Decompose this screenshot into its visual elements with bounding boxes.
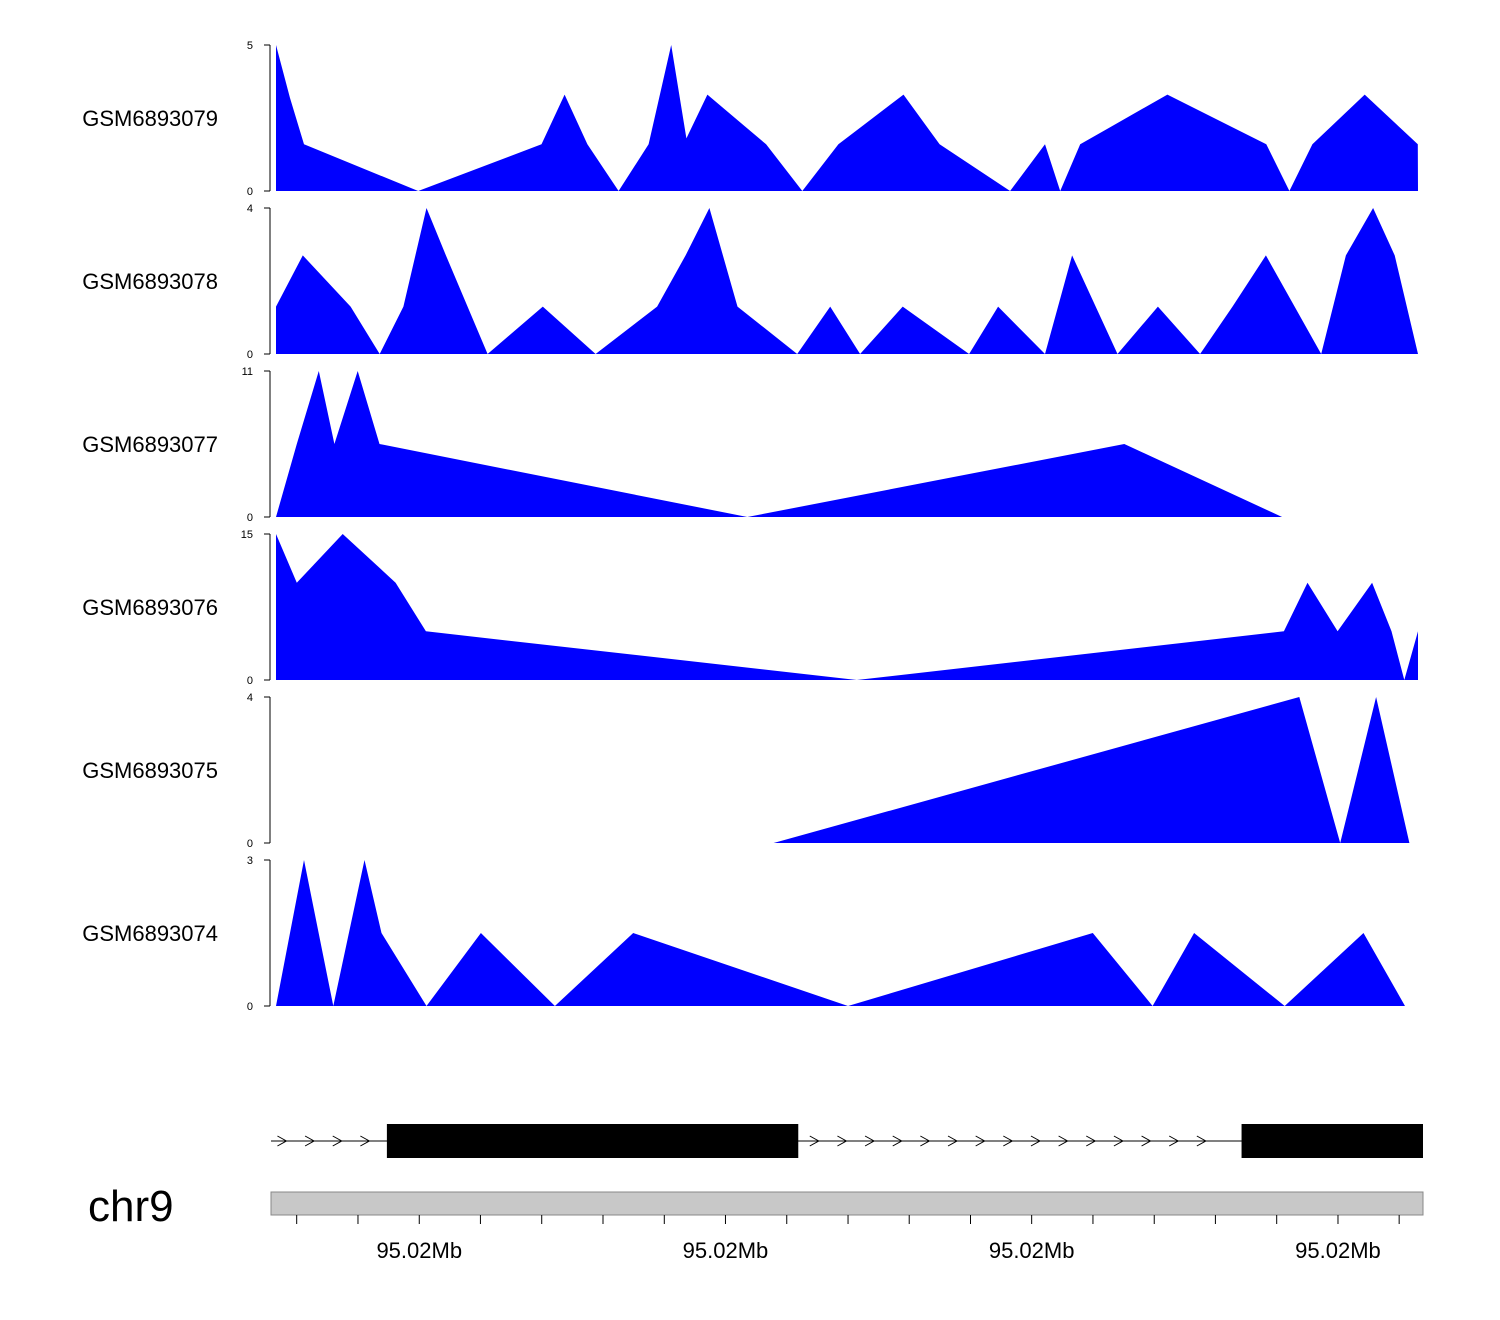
intron-arrow (1086, 1135, 1097, 1147)
intron-arrow (947, 1135, 959, 1147)
y-tick-label: 0 (247, 1001, 253, 1013)
intron-arrow (1030, 1135, 1041, 1147)
track-label: GSM6893079 (82, 106, 218, 131)
coverage-tracks: GSM689307950GSM689307840GSM6893077110GSM… (82, 40, 1418, 1013)
intron-arrow (837, 1135, 848, 1147)
intron-arrow (975, 1135, 986, 1147)
y-tick-label: 3 (247, 855, 253, 867)
genome-axis-track: chr9 95.02Mb 95.02Mb 95.02Mb 95.02Mb (88, 1182, 1424, 1263)
coverage-area (773, 697, 1410, 843)
exon-block (1241, 1124, 1423, 1158)
y-tick-label: 0 (247, 186, 253, 198)
x-tick-label: 95.02Mb (683, 1238, 769, 1263)
track-GSM6893074: GSM6893074 3 0 (82, 855, 1405, 1013)
x-tick-label: 95.02Mb (1295, 1238, 1381, 1263)
y-tick-label: 0 (247, 512, 253, 524)
y-tick-label: 4 (247, 203, 253, 215)
intron-arrow (1058, 1135, 1069, 1147)
track-GSM6893077: GSM6893077 11 0 (82, 366, 1283, 524)
track-GSM6893079: GSM6893079 5 0 (82, 40, 1418, 198)
x-tick-label: 95.02Mb (989, 1238, 1075, 1263)
exon-block (386, 1124, 799, 1158)
intron-arrow (1141, 1135, 1152, 1147)
intron-arrow (277, 1135, 288, 1147)
coverage-area (276, 860, 1405, 1006)
intron-arrow (1168, 1135, 1180, 1147)
coverage-area (276, 45, 1418, 191)
coverage-area (276, 208, 1418, 354)
coverage-area (276, 534, 1418, 680)
y-tick-label: 5 (247, 40, 253, 52)
coverage-area (276, 371, 1283, 517)
track-label: GSM6893074 (82, 921, 218, 946)
intron-arrow (304, 1135, 316, 1147)
intron-arrow (332, 1135, 343, 1147)
intron-arrow (1003, 1135, 1014, 1147)
y-tick-label: 0 (247, 838, 253, 850)
intron-arrow (864, 1135, 876, 1147)
y-tick-label: 0 (247, 675, 253, 687)
y-tick-label: 4 (247, 692, 253, 704)
intron-arrow (360, 1135, 371, 1147)
intron-arrow (920, 1135, 931, 1147)
y-tick-label: 11 (242, 366, 253, 378)
track-label: GSM6893076 (82, 595, 218, 620)
chromosome-bar (270, 1191, 1424, 1216)
intron-arrow (892, 1135, 903, 1147)
intron-arrow (809, 1135, 820, 1147)
y-tick-label: 0 (247, 349, 253, 361)
y-tick-label: 15 (241, 529, 253, 541)
x-tick-label: 95.02Mb (376, 1238, 462, 1263)
gene-model-track (271, 1124, 1423, 1158)
chromosome-label: chr9 (88, 1182, 174, 1231)
intron-arrow (1196, 1135, 1207, 1147)
track-GSM6893075: GSM6893075 4 0 (82, 692, 1410, 850)
track-label: GSM6893078 (82, 269, 218, 294)
track-GSM6893076: GSM6893076 15 0 (82, 529, 1418, 687)
track-label: GSM6893075 (82, 758, 218, 783)
track-GSM6893078: GSM6893078 4 0 (82, 203, 1418, 361)
track-label: GSM6893077 (82, 432, 218, 457)
intron-arrow (1113, 1135, 1124, 1147)
